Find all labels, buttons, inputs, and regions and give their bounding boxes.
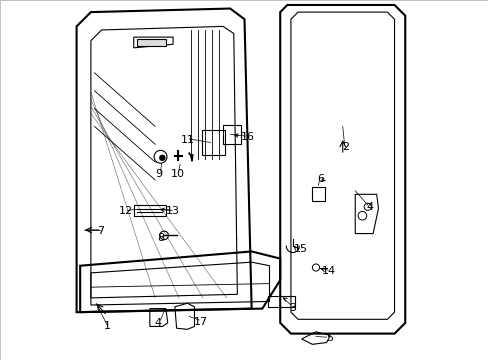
Text: 14: 14: [322, 266, 336, 276]
Text: 9: 9: [155, 168, 163, 179]
Text: 4: 4: [365, 202, 372, 212]
Text: 3: 3: [288, 302, 296, 312]
Text: 1: 1: [103, 321, 110, 332]
Text: 16: 16: [240, 132, 254, 142]
Text: 7: 7: [97, 226, 104, 236]
Circle shape: [159, 155, 165, 161]
Text: 13: 13: [166, 206, 180, 216]
Text: 5: 5: [325, 333, 332, 343]
Text: 10: 10: [170, 168, 184, 179]
Text: 4: 4: [154, 318, 162, 328]
Text: 11: 11: [181, 135, 194, 145]
Text: 2: 2: [341, 142, 348, 152]
Text: 15: 15: [293, 244, 307, 254]
Text: 8: 8: [157, 233, 164, 243]
Bar: [137, 39, 165, 46]
Text: 17: 17: [193, 317, 207, 327]
Text: 12: 12: [118, 206, 132, 216]
Text: 6: 6: [317, 174, 324, 184]
Bar: [201, 130, 224, 155]
Polygon shape: [134, 37, 173, 48]
Bar: [223, 125, 241, 144]
Bar: [312, 187, 324, 202]
